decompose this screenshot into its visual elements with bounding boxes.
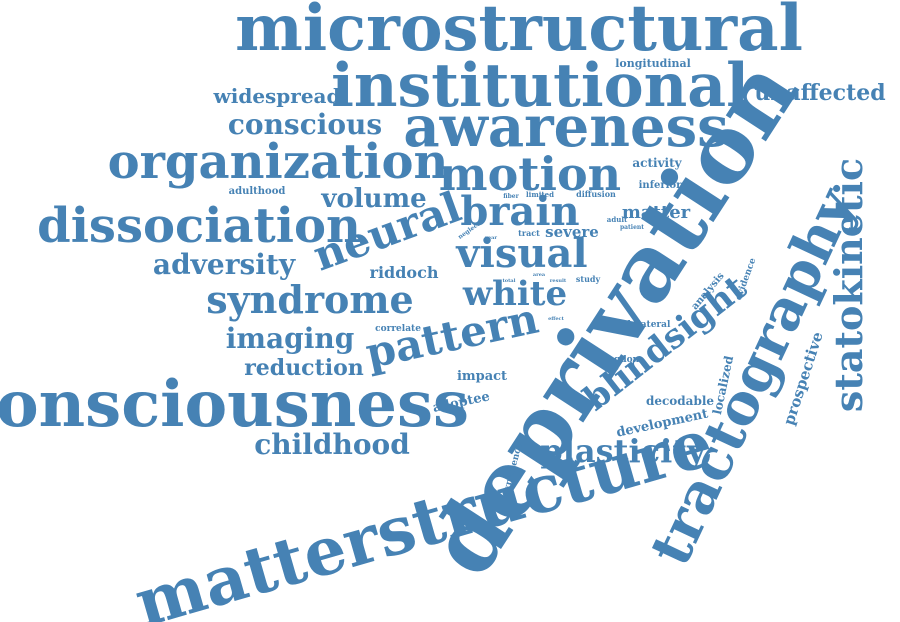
word-awareness: awareness (403, 94, 728, 160)
word-conscious: conscious (228, 108, 382, 141)
word-severe: severe (545, 223, 599, 241)
word-childhood: childhood (254, 428, 410, 461)
word-white: white (462, 274, 567, 314)
word-reduction: reduction (244, 355, 364, 381)
word-unaffected: unaffected (754, 80, 885, 106)
word-adult: adult (607, 215, 628, 224)
word-widespread: widespread (213, 84, 341, 108)
word-impact: impact (457, 369, 507, 384)
word-institutional: institutional (331, 51, 749, 121)
word-volume: volume (320, 184, 426, 214)
word-study: study (576, 274, 601, 284)
word-area: area (533, 272, 546, 278)
word-effect: effect (548, 316, 565, 322)
word-diffusion: diffusion (576, 189, 616, 199)
word-matter: matter (622, 202, 691, 223)
word-adulthood: adulthood (229, 186, 286, 197)
word-motion: motion (439, 147, 621, 201)
word-result: result (550, 278, 567, 284)
word-tract: tract (518, 228, 540, 238)
word-total: total (502, 278, 515, 284)
word-decodable: decodable (646, 394, 714, 408)
word-year: year (484, 235, 497, 241)
word-syndrome: syndrome (206, 277, 413, 322)
word-longitudinal: longitudinal (615, 57, 691, 70)
word-organization: organization (108, 134, 449, 190)
word-microstructural: microstructural (235, 0, 803, 66)
word-consciousness: consciousness (0, 367, 469, 442)
word-brain: brain (460, 188, 579, 235)
word-imaging: imaging (226, 322, 355, 355)
word-bilateral: bilateral (628, 320, 671, 330)
word-correlate: correlate (375, 324, 421, 334)
word-kingdom: kingdom (598, 355, 643, 365)
word-adversity: adversity (153, 248, 296, 281)
word-limited: limited (526, 190, 554, 199)
word-statokinetic: statokinetic (826, 158, 871, 412)
word-fiber: fiber (503, 193, 519, 200)
word-inferior: inferior (639, 180, 682, 191)
word-activity: activity (632, 156, 682, 170)
word-dissociation: dissociation (37, 198, 361, 254)
word-patient: patient (620, 224, 644, 231)
word-riddoch: riddoch (370, 263, 439, 282)
word-visual: visual (455, 230, 587, 277)
word-plasticity: plasticity (540, 432, 707, 470)
